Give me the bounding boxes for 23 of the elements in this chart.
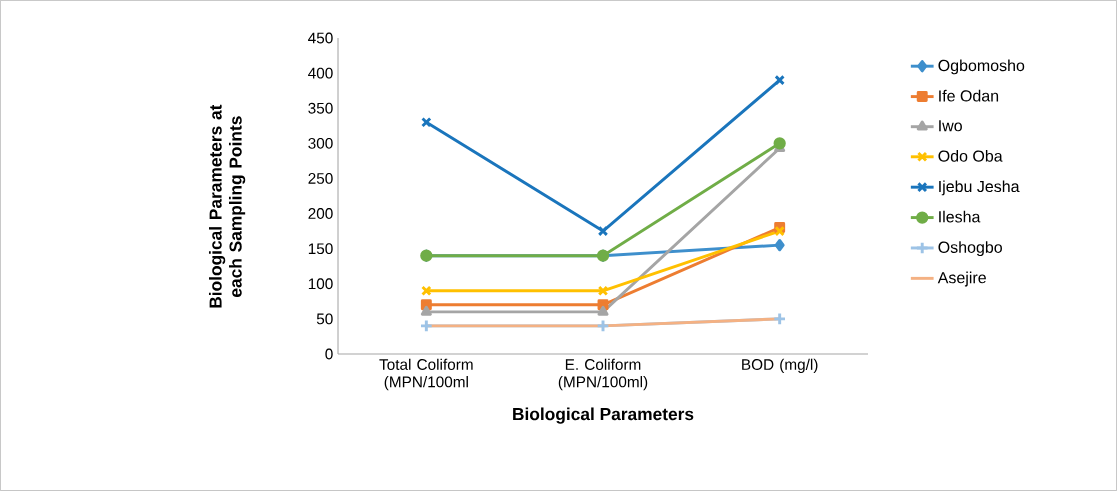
legend-label: Odo Oba xyxy=(938,150,1003,162)
x-tick-label: Total Coliform (MPN/100ml xyxy=(379,358,473,391)
y-tick-label: 0 xyxy=(325,348,333,360)
legend-label: Ilesha xyxy=(939,210,981,223)
y-tick-label: 100 xyxy=(308,278,333,290)
y-tick-label: 50 xyxy=(316,313,333,325)
x-tick-label: E. Coliform (MPN/100ml) xyxy=(558,358,648,391)
legend-label: Ife Odan xyxy=(939,89,999,102)
y-tick-label: 350 xyxy=(308,102,333,114)
legend-label: Ijebu Jesha xyxy=(939,180,1020,196)
y-tick-label: 300 xyxy=(308,137,333,149)
y-tick-label: 250 xyxy=(308,173,333,184)
y-tick-label: 400 xyxy=(308,67,333,79)
y-tick-label: 200 xyxy=(308,208,333,219)
legend-label: Asejire xyxy=(937,271,986,287)
legend-label: Ogbomosho xyxy=(938,59,1025,75)
legend-label: Iwo xyxy=(939,120,962,132)
y-axis-title: Biological Parameters at each Sampling Points xyxy=(208,104,246,308)
y-tick-label: 150 xyxy=(308,243,333,255)
x-tick-label: BOD (mg/l) xyxy=(742,358,818,373)
y-tick-label: 450 xyxy=(308,32,333,44)
x-axis-title: Biological Parameters xyxy=(513,407,694,424)
legend-label: Oshogbo xyxy=(938,241,1002,257)
